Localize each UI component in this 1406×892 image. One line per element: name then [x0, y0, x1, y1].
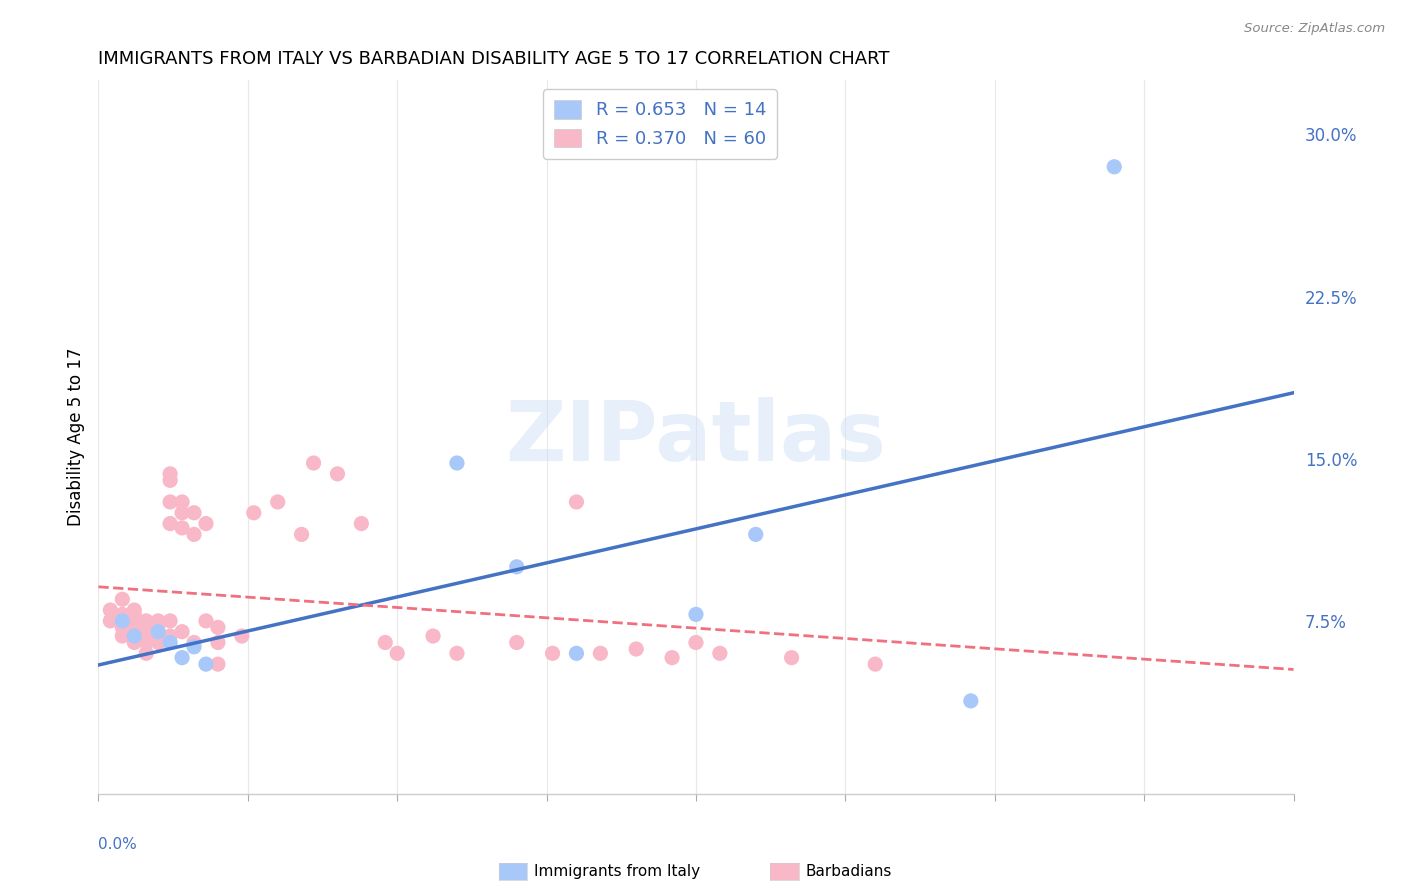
- Point: [195, 614, 218, 628]
- Point: [100, 603, 122, 617]
- Point: [124, 618, 146, 632]
- Point: [589, 646, 612, 660]
- Text: IMMIGRANTS FROM ITALY VS BARBADIAN DISABILITY AGE 5 TO 17 CORRELATION CHART: IMMIGRANTS FROM ITALY VS BARBADIAN DISAB…: [98, 50, 890, 68]
- Point: [745, 527, 768, 541]
- Point: [148, 618, 170, 632]
- Y-axis label: Disability Age 5 to 17: Disability Age 5 to 17: [66, 348, 84, 526]
- Text: Immigrants from Italy: Immigrants from Italy: [534, 864, 700, 879]
- Point: [422, 629, 444, 643]
- Point: [267, 495, 290, 509]
- Point: [159, 629, 181, 643]
- Point: [159, 467, 181, 481]
- Point: [124, 624, 146, 639]
- Point: [207, 635, 229, 649]
- Point: [207, 657, 229, 672]
- Point: [565, 495, 588, 509]
- Point: [626, 642, 648, 657]
- Point: [541, 646, 564, 660]
- Point: [183, 640, 205, 654]
- Point: [159, 473, 181, 487]
- Point: [124, 620, 146, 634]
- Point: [111, 592, 134, 607]
- Point: [124, 607, 146, 622]
- Point: [172, 521, 194, 535]
- Point: [148, 635, 170, 649]
- Point: [350, 516, 373, 531]
- Point: [207, 620, 229, 634]
- Point: [148, 624, 170, 639]
- Point: [709, 646, 731, 660]
- Point: [302, 456, 325, 470]
- Point: [135, 624, 157, 639]
- Point: [172, 650, 194, 665]
- Point: [195, 657, 218, 672]
- Point: [111, 614, 134, 628]
- Text: Source: ZipAtlas.com: Source: ZipAtlas.com: [1244, 22, 1385, 36]
- Text: 0.0%: 0.0%: [98, 837, 138, 852]
- Text: ZIPatlas: ZIPatlas: [506, 397, 886, 477]
- Point: [100, 614, 122, 628]
- Point: [172, 506, 194, 520]
- Point: [506, 559, 529, 574]
- Point: [865, 657, 887, 672]
- Point: [661, 650, 683, 665]
- Point: [111, 620, 134, 634]
- Point: [159, 495, 181, 509]
- Point: [135, 629, 157, 643]
- Point: [183, 506, 205, 520]
- Point: [565, 646, 588, 660]
- Legend: R = 0.653   N = 14, R = 0.370   N = 60: R = 0.653 N = 14, R = 0.370 N = 60: [543, 89, 778, 159]
- Point: [124, 635, 146, 649]
- Point: [111, 607, 134, 622]
- Point: [780, 650, 803, 665]
- Point: [231, 629, 253, 643]
- Point: [291, 527, 314, 541]
- Point: [135, 614, 157, 628]
- Point: [135, 646, 157, 660]
- Point: [183, 635, 205, 649]
- Point: [685, 635, 707, 649]
- Point: [446, 646, 468, 660]
- Point: [148, 629, 170, 643]
- Point: [446, 456, 468, 470]
- Point: [148, 614, 170, 628]
- Point: [135, 635, 157, 649]
- Point: [111, 629, 134, 643]
- Point: [159, 516, 181, 531]
- Point: [159, 635, 181, 649]
- Point: [1104, 160, 1126, 174]
- Point: [326, 467, 349, 481]
- Point: [685, 607, 707, 622]
- Point: [159, 614, 181, 628]
- Point: [124, 603, 146, 617]
- Point: [506, 635, 529, 649]
- Text: Barbadians: Barbadians: [806, 864, 891, 879]
- Point: [195, 516, 218, 531]
- Point: [172, 495, 194, 509]
- Point: [172, 624, 194, 639]
- Point: [183, 527, 205, 541]
- Point: [960, 694, 983, 708]
- Point: [385, 646, 409, 660]
- Point: [374, 635, 396, 649]
- Point: [243, 506, 266, 520]
- Point: [124, 629, 146, 643]
